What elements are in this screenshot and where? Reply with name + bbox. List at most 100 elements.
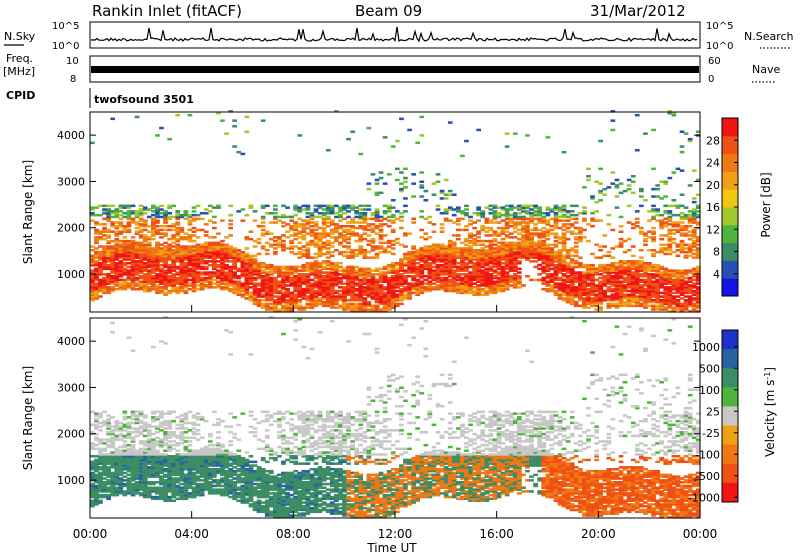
range-gate-cell bbox=[651, 249, 656, 252]
range-gate-cell bbox=[264, 306, 270, 309]
range-gate-cell bbox=[167, 237, 172, 241]
range-gate-cell bbox=[256, 300, 262, 304]
range-gate-cell bbox=[512, 243, 518, 246]
range-gate-cell bbox=[541, 260, 547, 263]
range-gate-cell bbox=[325, 284, 331, 287]
range-gate-cell bbox=[362, 204, 368, 208]
range-gate-cell bbox=[138, 258, 144, 261]
range-gate-cell bbox=[313, 265, 319, 269]
range-gate-cell bbox=[155, 286, 160, 289]
range-gate-cell bbox=[134, 210, 140, 213]
range-gate-cell bbox=[435, 204, 441, 208]
range-gate-cell bbox=[317, 249, 323, 252]
range-gate-cell bbox=[468, 236, 473, 239]
range-gate-cell bbox=[329, 299, 335, 302]
range-gate-cell bbox=[313, 243, 319, 246]
range-gate-cell bbox=[439, 230, 445, 233]
range-gate-cell bbox=[435, 287, 441, 291]
range-gate-cell bbox=[138, 280, 144, 283]
range-gate-cell bbox=[443, 256, 449, 259]
range-gate-cell bbox=[126, 243, 132, 246]
range-gate-cell bbox=[423, 189, 429, 193]
range-gate-cell bbox=[500, 228, 506, 232]
range-gate-cell bbox=[517, 275, 522, 278]
range-gate-cell bbox=[484, 282, 490, 285]
range-gate-cell bbox=[415, 258, 420, 261]
range-gate-cell bbox=[163, 280, 168, 283]
range-gate-cell bbox=[472, 258, 477, 261]
range-gate-cell bbox=[464, 280, 469, 283]
range-gate-cell bbox=[500, 250, 506, 254]
range-gate-cell bbox=[447, 208, 453, 211]
range-gate-cell bbox=[663, 204, 669, 208]
range-gate-cell bbox=[325, 295, 331, 298]
range-gate-cell bbox=[419, 265, 425, 269]
range-gate-cell bbox=[508, 278, 514, 282]
range-gate-cell bbox=[264, 293, 270, 296]
station-title: Rankin Inlet (fitACF) bbox=[92, 2, 242, 20]
range-gate-cell bbox=[244, 278, 250, 282]
range-gate-cell bbox=[252, 282, 258, 285]
range-gate-cell bbox=[521, 252, 526, 256]
range-gate-cell bbox=[525, 243, 530, 246]
range-gate-cell bbox=[565, 275, 571, 278]
range-gate-cell bbox=[386, 263, 392, 267]
range-gate-cell bbox=[293, 204, 298, 208]
range-gate-cell bbox=[289, 250, 294, 254]
cpid-value: twofsound 3501 bbox=[94, 93, 194, 106]
range-gate-cell bbox=[130, 249, 136, 252]
range-gate-cell bbox=[317, 254, 323, 258]
range-gate-cell bbox=[151, 213, 156, 217]
range-gate-cell bbox=[500, 269, 506, 272]
range-gate-cell bbox=[159, 208, 164, 211]
range-gate-cell bbox=[175, 215, 181, 219]
range-gate-cell bbox=[224, 245, 229, 248]
range-gate-cell bbox=[134, 212, 140, 215]
range-gate-cell bbox=[102, 256, 107, 259]
range-gate-cell bbox=[488, 275, 494, 278]
range-gate-cell bbox=[273, 239, 278, 243]
range-gate-cell bbox=[663, 267, 669, 271]
range-gate-cell bbox=[578, 236, 583, 239]
range-gate-cell bbox=[285, 310, 290, 313]
range-gate-cell bbox=[334, 239, 339, 243]
range-gate-cell bbox=[362, 282, 368, 285]
range-gate-cell bbox=[212, 247, 217, 250]
range-gate-cell bbox=[354, 239, 359, 243]
range-gate-cell bbox=[521, 241, 526, 245]
range-gate-cell bbox=[630, 245, 636, 248]
range-gate-cell bbox=[309, 221, 315, 224]
range-gate-cell bbox=[338, 250, 343, 254]
range-gate-cell bbox=[468, 275, 473, 278]
range-gate-cell bbox=[504, 252, 510, 256]
range-gate-cell bbox=[106, 210, 111, 213]
range-gate-cell bbox=[175, 282, 181, 285]
range-gate-cell bbox=[651, 128, 656, 132]
range-gate-cell bbox=[277, 282, 282, 285]
range-gate-cell bbox=[325, 217, 331, 221]
range-gate-cell bbox=[329, 286, 335, 289]
range-gate-cell bbox=[354, 302, 359, 306]
range-gate-cell bbox=[301, 278, 307, 282]
range-gate-cell bbox=[354, 276, 359, 280]
range-gate-cell bbox=[321, 262, 327, 265]
range-gate-cell bbox=[671, 171, 677, 174]
range-gate-cell bbox=[634, 210, 640, 213]
range-gate-cell bbox=[134, 215, 140, 219]
range-gate-cell bbox=[386, 276, 392, 280]
range-gate-cell bbox=[366, 217, 372, 221]
range-gate-cell bbox=[358, 291, 364, 295]
range-gate-cell bbox=[573, 260, 579, 263]
range-gate-cell bbox=[146, 276, 152, 280]
range-gate-cell bbox=[419, 228, 425, 232]
range-gate-cell bbox=[325, 282, 331, 285]
range-gate-cell bbox=[370, 276, 376, 280]
range-gate-cell bbox=[537, 228, 542, 232]
range-gate-cell bbox=[151, 260, 156, 263]
range-gate-cell bbox=[321, 295, 327, 298]
range-gate-cell bbox=[94, 295, 99, 298]
range-gate-cell bbox=[582, 206, 587, 209]
range-gate-cell bbox=[565, 230, 571, 233]
range-gate-cell bbox=[492, 271, 498, 274]
range-gate-cell bbox=[325, 300, 331, 304]
